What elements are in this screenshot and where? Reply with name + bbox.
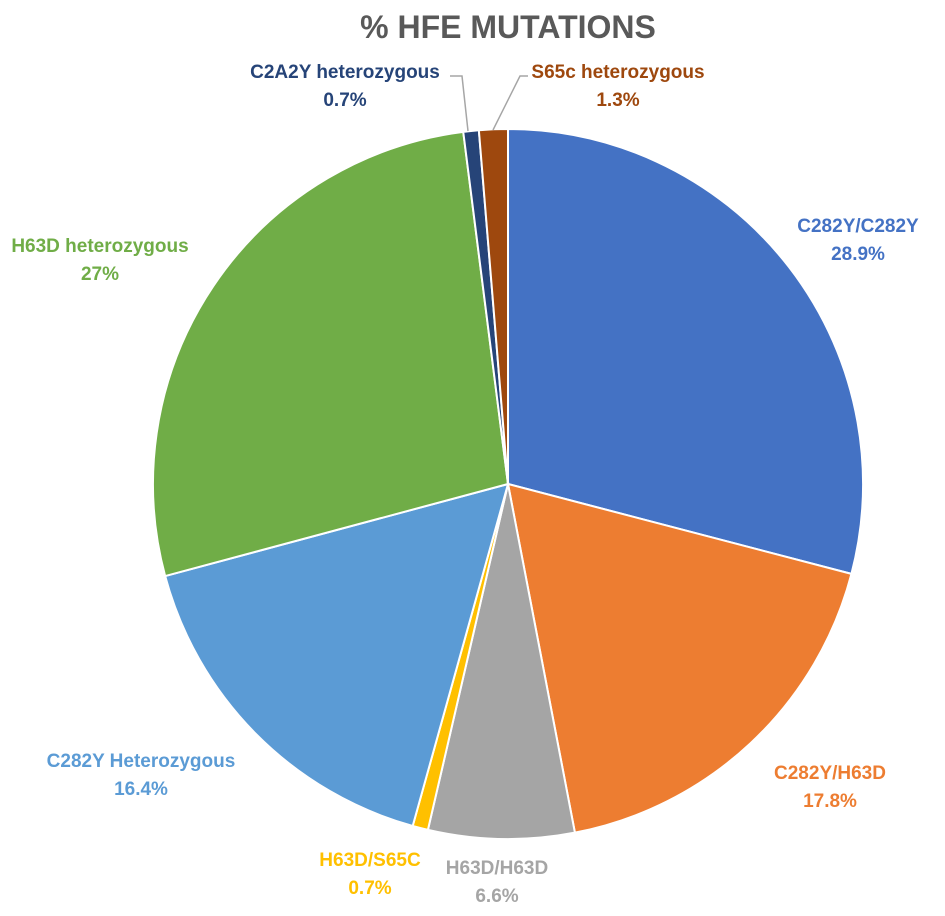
slice-label-name: H63D/H63D <box>446 858 548 879</box>
slice-label-name: H63D heterozygous <box>11 236 188 257</box>
leader-lines <box>450 75 528 132</box>
slice-label-value: 0.7% <box>348 878 391 899</box>
slice-label-name: C282Y Heterozygous <box>47 751 236 772</box>
pie-slice-2 <box>506 482 853 834</box>
slice-label-name: C2A2Y heterozygous <box>250 62 440 83</box>
slice-label-name: C282Y/C282Y <box>797 216 919 237</box>
slice-label-value: 27% <box>81 264 119 285</box>
slice-label-value: 0.7% <box>323 90 366 111</box>
slice-label-value: 17.8% <box>803 791 857 812</box>
leader-line <box>450 75 469 132</box>
pie-slice-6 <box>151 130 510 578</box>
pie-slices <box>151 127 864 840</box>
slice-label-value: 1.3% <box>596 90 639 111</box>
slice-label-value: 28.9% <box>831 244 885 265</box>
slice-label-name: C282Y/H63D <box>774 763 886 784</box>
slice-label-value: 16.4% <box>114 779 168 800</box>
leader-line <box>492 75 528 131</box>
data-labels: C282Y/C282Y 28.9% C282Y/H63D 17.8% H63D/H63D… <box>11 62 919 907</box>
slice-label-name: S65c heterozygous <box>531 62 704 83</box>
pie-slice-1 <box>507 127 864 576</box>
slice-label-name: H63D/S65C <box>319 850 421 871</box>
pie-slice-5 <box>163 482 510 828</box>
chart-title: % HFE MUTATIONS <box>360 9 656 45</box>
slice-label-value: 6.6% <box>475 886 518 907</box>
pie-slice-3 <box>426 483 577 840</box>
